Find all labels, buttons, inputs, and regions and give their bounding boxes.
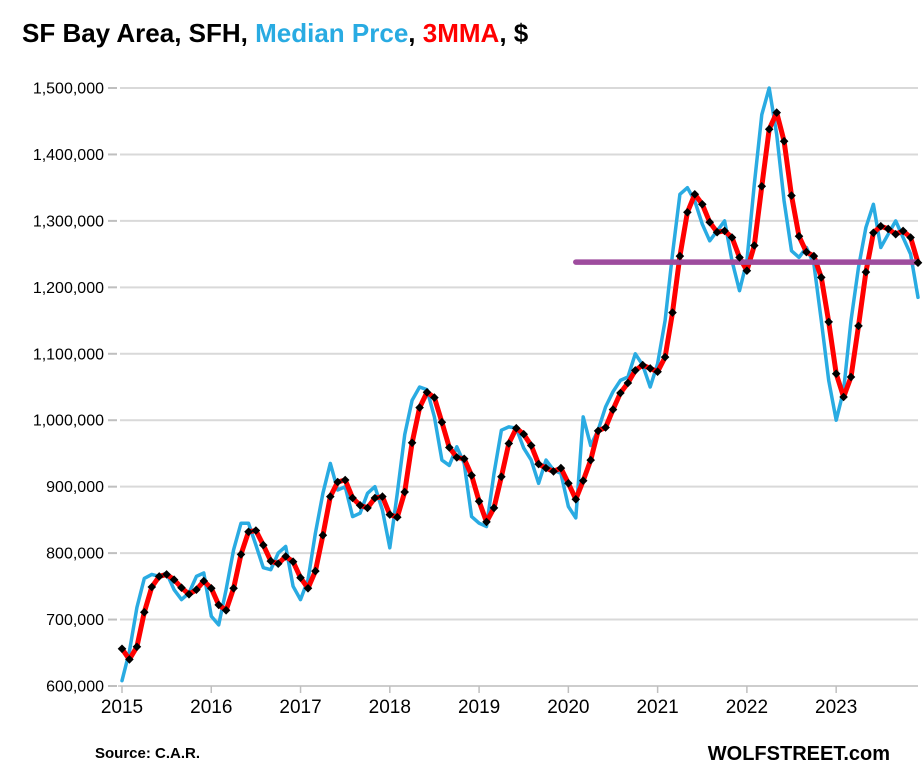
x-axis-tick-label: 2016 <box>190 697 232 718</box>
mma-line <box>119 110 921 662</box>
y-axis-tick-label: 1,400,000 <box>33 147 104 164</box>
chart-title-part-black3: , $ <box>499 18 529 48</box>
y-axis-tick-label: 800,000 <box>46 546 104 563</box>
x-axis-tick-label: 2022 <box>726 697 768 718</box>
y-axis-tick-label: 1,300,000 <box>33 213 104 230</box>
chart-title-part-3mma: 3MMA <box>422 18 500 48</box>
chart-title: SF Bay Area, SFH, Median Prce, 3MMA, $ <box>22 18 528 49</box>
x-axis-tick-label: 2019 <box>458 697 500 718</box>
x-axis-tick-label: 2017 <box>279 697 321 718</box>
y-axis-tick-label: 700,000 <box>46 612 104 629</box>
x-axis-tick-label: 2021 <box>636 697 678 718</box>
source-note: Source: C.A.R. <box>95 745 201 762</box>
median-price-line <box>120 86 920 683</box>
wolfstreet-branding: WOLFSTREET.com <box>707 743 890 765</box>
chart-title-part-median-price: Median Prce <box>255 18 409 48</box>
y-axis-tick-label: 1,200,000 <box>33 280 104 297</box>
y-axis-tick-label: 1,500,000 <box>33 81 104 98</box>
x-axis-tick-label: 2023 <box>815 697 857 718</box>
chart-title-part-black2: , <box>408 18 423 48</box>
y-axis-tick-label: 600,000 <box>46 679 104 696</box>
y-axis-tick-label: 1,000,000 <box>33 413 104 430</box>
mma-diamond-markers <box>117 108 923 664</box>
y-axis-tick-label: 1,100,000 <box>33 346 104 363</box>
x-axis-tick-label: 2018 <box>369 697 411 718</box>
chart-title-part-black1: SF Bay Area, SFH, <box>22 18 256 48</box>
x-axis-tick-label: 2020 <box>547 697 589 718</box>
y-axis-tick-label: 900,000 <box>46 479 104 496</box>
x-axis-tick-label: 2015 <box>101 697 143 718</box>
